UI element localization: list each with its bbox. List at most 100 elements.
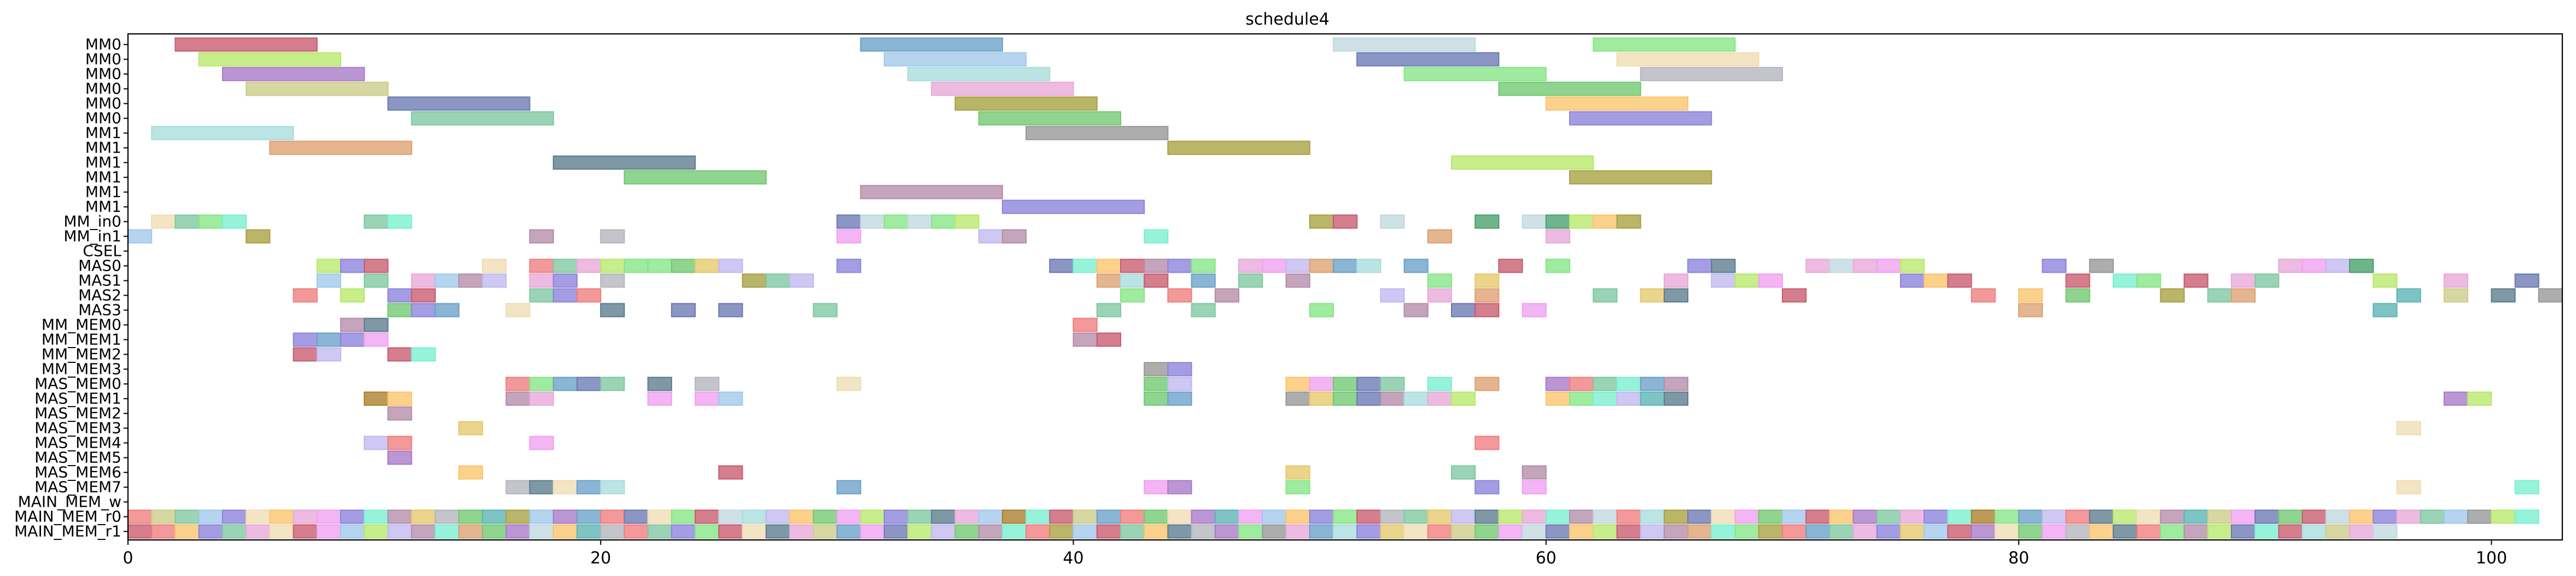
task-bar-main_mem_r1-431 bbox=[1427, 524, 1452, 539]
row-label: MM1 bbox=[85, 168, 121, 186]
task-bar-main_mem_r0-349 bbox=[1900, 509, 1925, 524]
task-bar-main_mem_r0-327 bbox=[1380, 509, 1405, 524]
task-bar-mas0-68 bbox=[576, 258, 602, 273]
row-label: MAS_MEM5 bbox=[34, 449, 121, 467]
task-bar-main_mem_r1-470 bbox=[2349, 524, 2374, 539]
task-bar-main_mem_r0-314 bbox=[1073, 509, 1098, 524]
task-bar-mas3-173 bbox=[671, 303, 696, 318]
task-bar-mas0-75 bbox=[836, 258, 861, 273]
task-bar-mas_mem0-203 bbox=[576, 377, 602, 391]
task-bar-main_mem_r1-463 bbox=[2183, 524, 2208, 539]
task-bar-mas0-64 bbox=[364, 258, 389, 273]
row-label: MAS_MEM0 bbox=[34, 375, 121, 393]
task-bar-mm_mem0-186 bbox=[364, 318, 389, 332]
task-bar-mm_in0-48 bbox=[1545, 214, 1571, 229]
task-bar-mm_in1-59 bbox=[1144, 229, 1169, 244]
x-tick-label: 80 bbox=[2008, 549, 2029, 568]
task-bar-mas1-116 bbox=[789, 273, 814, 288]
task-bar-main_mem_r1-468 bbox=[2301, 524, 2327, 539]
task-bar-mas2-155 bbox=[1640, 288, 1665, 303]
row-label: MM0 bbox=[85, 50, 121, 68]
task-bar-mm0-1 bbox=[860, 37, 1003, 52]
task-bar-mm0-20 bbox=[1569, 111, 1712, 126]
task-bar-mm0-6 bbox=[1356, 52, 1500, 67]
task-bar-mas_mem6-258 bbox=[1285, 465, 1310, 480]
task-bar-main_mem_r1-415 bbox=[1049, 524, 1074, 539]
task-bar-main_mem_r0-348 bbox=[1876, 509, 1902, 524]
task-bar-mas2-142 bbox=[340, 288, 365, 303]
task-bar-main_mem_r0-334 bbox=[1545, 509, 1571, 524]
task-bar-mas_mem0-209 bbox=[1167, 377, 1192, 391]
task-bar-main_mem_r0-316 bbox=[1120, 509, 1145, 524]
task-bar-mas_mem1-244 bbox=[1640, 391, 1665, 406]
task-bar-mas_mem3-249 bbox=[458, 421, 483, 436]
task-bar-mas_mem7-263 bbox=[552, 480, 578, 495]
task-bar-main_mem_r0-318 bbox=[1167, 509, 1192, 524]
task-bar-mas3-175 bbox=[813, 303, 838, 318]
task-bar-main_mem_r1-378 bbox=[174, 524, 200, 539]
task-bar-mas_mem0-204 bbox=[600, 377, 625, 391]
task-bar-mm1-28 bbox=[1569, 170, 1712, 185]
task-bar-mas1-129 bbox=[1900, 273, 1925, 288]
task-bar-mas_mem0-202 bbox=[552, 377, 578, 391]
task-bar-main_mem_r0-338 bbox=[1640, 509, 1665, 524]
task-bar-mm_mem2-195 bbox=[316, 347, 341, 362]
x-tick-label: 20 bbox=[590, 549, 611, 568]
task-bar-mas0-76 bbox=[1049, 258, 1074, 273]
task-bar-mas0-104 bbox=[2349, 258, 2374, 273]
task-bar-mas0-90 bbox=[1498, 258, 1523, 273]
task-bar-mm0-12 bbox=[246, 81, 389, 96]
task-bar-main_mem_r0-276 bbox=[174, 509, 200, 524]
task-bar-mas3-183 bbox=[2018, 303, 2043, 318]
task-bar-mas0-97 bbox=[1876, 258, 1902, 273]
task-bar-mm1-27 bbox=[623, 170, 767, 185]
task-bar-main_mem_r1-432 bbox=[1451, 524, 1476, 539]
task-bar-mas_mem1-229 bbox=[718, 391, 743, 406]
task-bar-mm_mem1-191 bbox=[364, 332, 389, 347]
task-bar-main_mem_r1-376 bbox=[127, 524, 153, 539]
task-bar-mm_in1-53 bbox=[246, 229, 271, 244]
task-bar-main_mem_r1-396 bbox=[600, 524, 625, 539]
x-tick-label: 100 bbox=[2476, 549, 2507, 568]
task-bar-main_mem_r1-465 bbox=[2231, 524, 2256, 539]
task-bar-main_mem_r0-374 bbox=[2491, 509, 2516, 524]
x-tick-label: 40 bbox=[1063, 549, 1083, 568]
task-bar-mm_in1-61 bbox=[1545, 229, 1571, 244]
task-bar-mas_mem4-251 bbox=[364, 436, 389, 450]
task-bar-mas_mem0-210 bbox=[1285, 377, 1310, 391]
task-bar-mas_mem1-246 bbox=[2443, 391, 2469, 406]
x-axis: 0 20 40 60 80 100 bbox=[123, 540, 2507, 568]
task-bar-mm0-8 bbox=[222, 67, 365, 81]
task-bar-main_mem_r0-321 bbox=[1238, 509, 1263, 524]
task-bar-main_mem_r0-302 bbox=[789, 509, 814, 524]
task-bar-mas_mem1-236 bbox=[1380, 391, 1405, 406]
task-bar-mas_mem7-271 bbox=[1522, 480, 1547, 495]
task-bar-mm_in1-58 bbox=[1001, 229, 1027, 244]
task-bar-mas0-72 bbox=[671, 258, 696, 273]
task-bar-main_mem_r0-287 bbox=[434, 509, 459, 524]
task-bar-main_mem_r0-275 bbox=[151, 509, 176, 524]
task-bar-mas2-149 bbox=[1167, 288, 1192, 303]
task-bar-mm_in0-49 bbox=[1569, 214, 1594, 229]
task-bar-mas1-138 bbox=[2373, 273, 2398, 288]
task-bar-main_mem_r1-420 bbox=[1167, 524, 1192, 539]
task-bar-main_mem_r0-351 bbox=[1947, 509, 1972, 524]
row-label: MAS_MEM7 bbox=[34, 478, 121, 496]
task-bar-mas1-122 bbox=[1285, 273, 1310, 288]
task-bar-mm_in0-36 bbox=[387, 214, 412, 229]
task-bar-mas1-108 bbox=[434, 273, 459, 288]
task-bar-mas1-121 bbox=[1238, 273, 1263, 288]
task-bar-mas_mem0-207 bbox=[836, 377, 861, 391]
task-bar-mas0-80 bbox=[1144, 258, 1169, 273]
task-bar-main_mem_r1-457 bbox=[2042, 524, 2067, 539]
task-bar-mas_mem0-219 bbox=[1593, 377, 1618, 391]
row-label: MM1 bbox=[85, 124, 121, 142]
task-bar-mas_mem7-264 bbox=[576, 480, 602, 495]
task-bar-main_mem_r1-455 bbox=[1994, 524, 2020, 539]
task-bar-mm_in0-44 bbox=[1332, 214, 1358, 229]
row-label: MAIN_MEM_w bbox=[18, 493, 121, 511]
task-bar-main_mem_r1-425 bbox=[1285, 524, 1310, 539]
task-bar-mm_in0-31 bbox=[151, 214, 176, 229]
task-bar-mas1-115 bbox=[765, 273, 791, 288]
